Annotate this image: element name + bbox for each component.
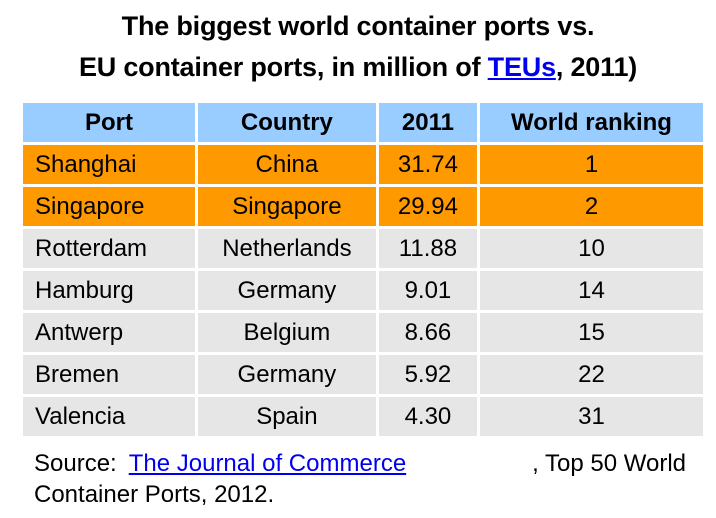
cell-rank: 31 <box>480 397 703 436</box>
cell-2011: 29.94 <box>378 187 477 226</box>
title-line-2-suffix: , 2011) <box>555 52 638 82</box>
table-row: Bremen Germany 5.92 22 <box>23 355 703 394</box>
cell-rank: 15 <box>480 313 703 352</box>
cell-2011: 11.88 <box>378 229 477 268</box>
header-2011: 2011 <box>378 103 477 142</box>
cell-country: Germany <box>197 355 376 394</box>
page-title: The biggest world container ports vs. EU… <box>0 6 716 88</box>
cell-country: Spain <box>197 397 376 436</box>
table-row: Valencia Spain 4.30 31 <box>23 397 703 436</box>
cell-port: Hamburg <box>23 271 195 310</box>
source-after-link: , Top 50 World <box>532 450 686 477</box>
source-line-2: Container Ports, 2012. <box>34 481 275 508</box>
cell-2011: 31.74 <box>378 145 477 184</box>
table-row: Antwerp Belgium 8.66 15 <box>23 313 703 352</box>
source-note: Source: The Journal of Commerce , Top 50… <box>34 448 686 510</box>
cell-rank: 10 <box>480 229 703 268</box>
cell-port: Rotterdam <box>23 229 195 268</box>
cell-port: Antwerp <box>23 313 195 352</box>
source-line-1: Source: The Journal of Commerce , Top 50… <box>34 448 686 479</box>
cell-2011: 4.30 <box>378 397 477 436</box>
table-row: Shanghai China 31.74 1 <box>23 145 703 184</box>
cell-port: Valencia <box>23 397 195 436</box>
cell-rank: 22 <box>480 355 703 394</box>
header-world-ranking: World ranking <box>480 103 703 142</box>
table-row: Hamburg Germany 9.01 14 <box>23 271 703 310</box>
cell-country: Belgium <box>197 313 376 352</box>
header-port: Port <box>23 103 195 142</box>
cell-2011: 5.92 <box>378 355 477 394</box>
title-line-2: EU container ports, in million of TEUs, … <box>0 47 716 88</box>
cell-2011: 8.66 <box>378 313 477 352</box>
cell-rank: 14 <box>480 271 703 310</box>
cell-rank: 2 <box>480 187 703 226</box>
cell-country: Netherlands <box>197 229 376 268</box>
cell-country: China <box>197 145 376 184</box>
cell-port: Bremen <box>23 355 195 394</box>
teus-link[interactable]: TEUs <box>487 52 556 82</box>
title-line-1: The biggest world container ports vs. <box>121 11 595 41</box>
source-label: Source: <box>34 450 117 477</box>
table-row: Singapore Singapore 29.94 2 <box>23 187 703 226</box>
cell-2011: 9.01 <box>378 271 477 310</box>
header-country: Country <box>197 103 376 142</box>
cell-rank: 1 <box>480 145 703 184</box>
title-line-2-prefix: EU container ports, in million of <box>78 52 488 82</box>
cell-country: Germany <box>197 271 376 310</box>
container-ports-table: Port Country 2011 World ranking Shanghai… <box>20 100 706 439</box>
cell-port: Singapore <box>23 187 195 226</box>
cell-country: Singapore <box>197 187 376 226</box>
table-row: Rotterdam Netherlands 11.88 10 <box>23 229 703 268</box>
cell-port: Shanghai <box>23 145 195 184</box>
table-header-row: Port Country 2011 World ranking <box>23 103 703 142</box>
journal-of-commerce-link[interactable]: The Journal of Commerce <box>128 450 407 477</box>
